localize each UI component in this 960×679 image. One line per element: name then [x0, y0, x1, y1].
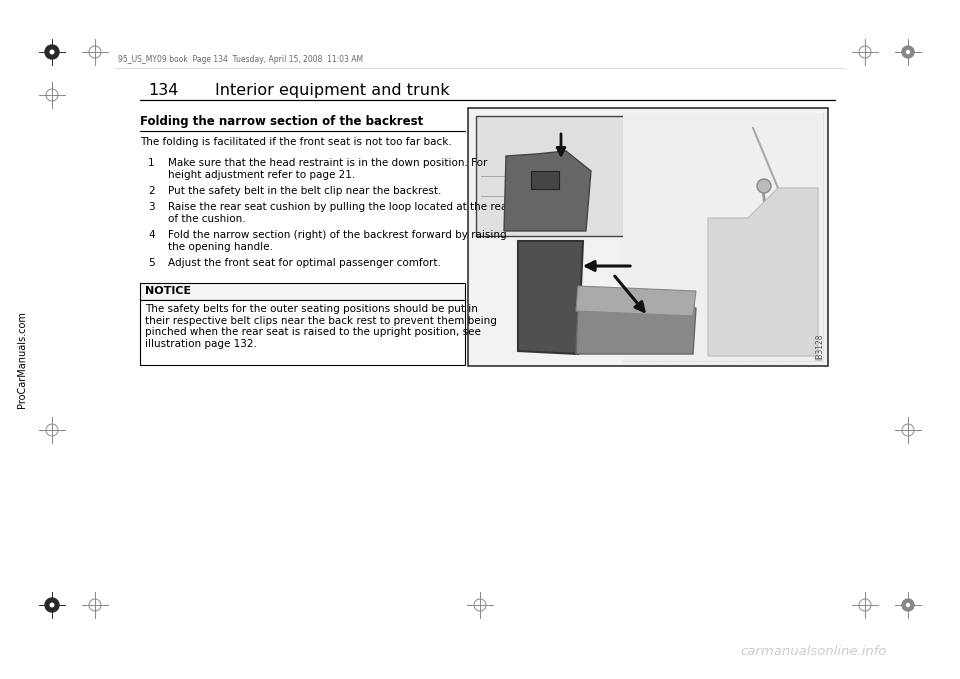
Text: IB3128: IB3128 — [815, 333, 824, 360]
Text: 5: 5 — [148, 259, 155, 268]
Circle shape — [902, 599, 914, 611]
Circle shape — [45, 45, 59, 59]
Text: Raise the rear seat cushion by pulling the loop located at the rear
of the cushi: Raise the rear seat cushion by pulling t… — [168, 202, 512, 224]
Polygon shape — [576, 286, 696, 316]
Circle shape — [50, 50, 55, 54]
Polygon shape — [504, 151, 591, 231]
Text: 95_US_MY09.book  Page 134  Tuesday, April 15, 2008  11:03 AM: 95_US_MY09.book Page 134 Tuesday, April … — [118, 55, 363, 64]
Text: 1: 1 — [148, 158, 155, 168]
Text: ProCarManuals.com: ProCarManuals.com — [17, 312, 27, 409]
Text: Put the safety belt in the belt clip near the backrest.: Put the safety belt in the belt clip nea… — [168, 186, 442, 196]
Text: 3: 3 — [148, 202, 155, 213]
Text: carmanualsonline.info: carmanualsonline.info — [740, 645, 886, 658]
Polygon shape — [576, 301, 696, 354]
Text: The folding is facilitated if the front seat is not too far back.: The folding is facilitated if the front … — [140, 137, 452, 147]
Text: Interior equipment and trunk: Interior equipment and trunk — [215, 83, 449, 98]
Text: 4: 4 — [148, 230, 155, 240]
Bar — [531, 171, 559, 189]
Text: The safety belts for the outer seating positions should be put in
their respecti: The safety belts for the outer seating p… — [145, 304, 497, 349]
Polygon shape — [708, 188, 818, 356]
Text: 134: 134 — [148, 83, 179, 98]
Bar — [140, 283, 465, 300]
Circle shape — [45, 598, 59, 612]
Circle shape — [906, 50, 910, 54]
Circle shape — [906, 603, 910, 607]
Text: NOTICE: NOTICE — [145, 287, 191, 297]
Text: Make sure that the head restraint is in the down position. For
height adjustment: Make sure that the head restraint is in … — [168, 158, 488, 180]
Polygon shape — [623, 113, 823, 361]
Polygon shape — [518, 241, 583, 354]
Bar — [476, 116, 631, 236]
Circle shape — [50, 602, 55, 608]
Text: Fold the narrow section (right) of the backrest forward by raising
the opening h: Fold the narrow section (right) of the b… — [168, 230, 507, 252]
Text: Adjust the front seat for optimal passenger comfort.: Adjust the front seat for optimal passen… — [168, 259, 441, 268]
Text: Folding the narrow section of the backrest: Folding the narrow section of the backre… — [140, 115, 423, 128]
Bar — [140, 300, 465, 365]
Bar — [468, 108, 828, 366]
Text: 2: 2 — [148, 186, 155, 196]
Circle shape — [757, 179, 771, 193]
Circle shape — [902, 46, 914, 58]
